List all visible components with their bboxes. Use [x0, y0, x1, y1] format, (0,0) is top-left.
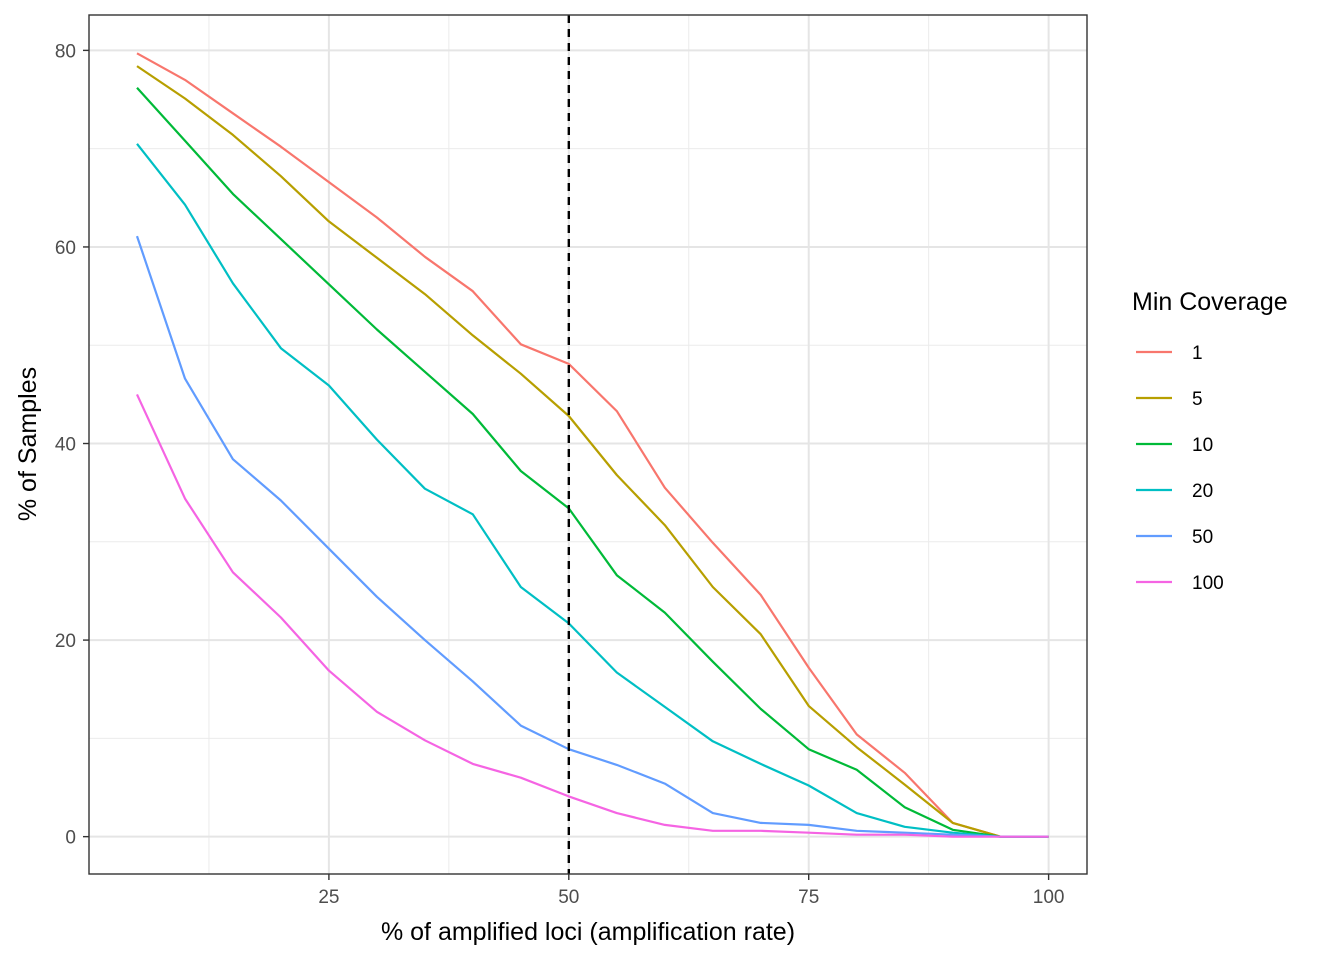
- legend-items: 1 5 10 20 50 100: [1136, 343, 1224, 594]
- legend-label-5: 5: [1192, 389, 1203, 410]
- series-line-1: [136, 52, 1049, 838]
- legend-item-20: 20: [1136, 481, 1213, 502]
- legend-item-5: 5: [1136, 389, 1203, 410]
- y-axis-title: % of Samples: [14, 367, 42, 521]
- legend-title: Min Coverage: [1132, 288, 1288, 316]
- y-tick-label: 40: [55, 435, 76, 456]
- series-line-100: [136, 393, 1049, 838]
- x-axis: 25 50 75 100: [318, 874, 1064, 908]
- y-tick-label: 80: [55, 41, 76, 62]
- legend-label-1: 1: [1192, 343, 1203, 364]
- series-lines: [135, 52, 1049, 838]
- y-axis: 0 20 40 60 80: [55, 41, 89, 849]
- legend: Min Coverage 1 5 10 20 50 100: [1132, 288, 1288, 594]
- x-tick-label: 100: [1033, 887, 1065, 908]
- series-line-50: [135, 235, 1049, 838]
- legend-label-20: 20: [1192, 481, 1213, 502]
- legend-label-100: 100: [1192, 573, 1224, 594]
- legend-item-10: 10: [1136, 435, 1213, 456]
- legend-label-10: 10: [1192, 435, 1213, 456]
- series-line-10: [136, 86, 1049, 838]
- series-line-20: [136, 143, 1049, 838]
- x-tick-label: 75: [798, 887, 819, 908]
- y-tick-label: 20: [55, 631, 76, 652]
- legend-item-1: 1: [1136, 343, 1203, 364]
- legend-label-50: 50: [1192, 527, 1213, 548]
- x-axis-title: % of amplified loci (amplification rate): [381, 918, 795, 946]
- plot-border: [88, 14, 1088, 875]
- legend-item-50: 50: [1136, 527, 1213, 548]
- y-tick-label: 0: [65, 828, 76, 849]
- y-tick-label: 60: [55, 238, 76, 259]
- series-line-5: [136, 65, 1049, 838]
- legend-item-100: 100: [1136, 573, 1224, 594]
- x-tick-label: 25: [318, 887, 339, 908]
- x-tick-label: 50: [558, 887, 579, 908]
